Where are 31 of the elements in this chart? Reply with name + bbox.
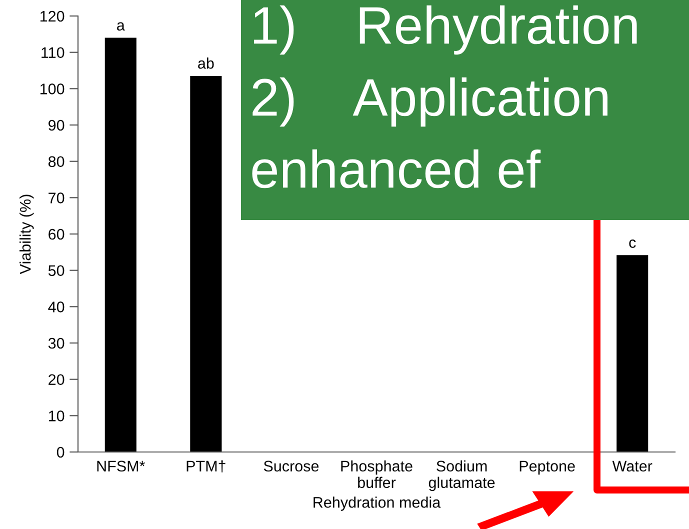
annotation: c [629, 240, 636, 248]
y-tick-label: 50 [48, 265, 64, 276]
y-tick-label: 60 [48, 228, 64, 240]
annotation: 2) Application [252, 77, 608, 127]
y-tick-label: 30 [48, 338, 64, 349]
x-tick-label: Sodium glutamate [428, 460, 495, 492]
x-tick-label: PTM† [186, 460, 226, 472]
x-tick-label: Phosphate buffer [341, 460, 412, 488]
y-tick-label: 70 [48, 192, 64, 204]
bar [190, 76, 222, 452]
y-tick-label: 110 [42, 47, 64, 58]
y-tick-label: 100 [40, 84, 64, 94]
x-tick-label: Sucrose [264, 460, 319, 472]
annotation: a [117, 22, 125, 31]
y-tick-label: 0 [56, 446, 64, 458]
bar [104, 38, 136, 452]
x-tick-label: Peptone [520, 460, 575, 475]
y-tick-label: 20 [48, 374, 64, 386]
x-tick-label: NFSM* [97, 460, 146, 472]
y-axis-title: Viability (%) [20, 194, 34, 274]
annotation: ab [198, 58, 214, 69]
x-tick-label: Water [612, 460, 652, 472]
y-tick-label: 90 [48, 120, 64, 131]
annotation: enhanced ef [252, 149, 541, 188]
y-tick-label: 10 [48, 410, 64, 422]
bar [616, 255, 648, 452]
x-axis-title: Rehydration media [314, 496, 441, 511]
annotation: 1) Rehydration [254, 5, 637, 55]
y-tick-label: 80 [48, 156, 64, 168]
y-tick-label: 120 [40, 10, 64, 22]
y-tick-label: 40 [48, 302, 64, 312]
